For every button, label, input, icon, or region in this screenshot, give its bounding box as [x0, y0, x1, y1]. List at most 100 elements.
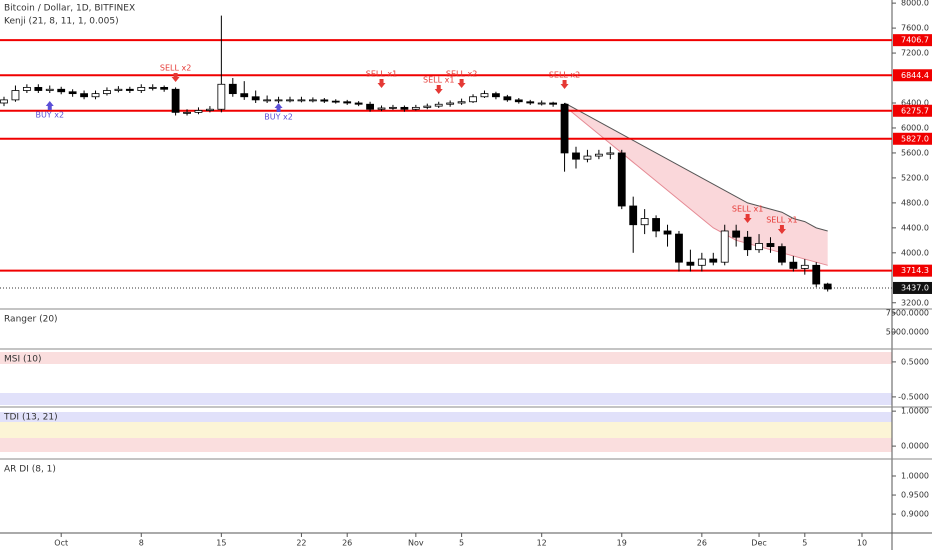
candle-body [308, 99, 317, 102]
candle-body [709, 258, 718, 263]
candle-body [686, 261, 695, 266]
candle-body [640, 218, 649, 226]
x-tick-label: 26 [342, 539, 352, 548]
candle-body [720, 230, 729, 263]
level-label-box [893, 69, 932, 82]
candle-body [286, 99, 294, 102]
candle-body [480, 93, 489, 98]
y-tick-label: 5600.0 [901, 148, 929, 157]
candle-body [183, 111, 191, 114]
tdi-lower-band [0, 438, 892, 452]
level-label: 5827.0 [901, 134, 929, 143]
level-label-box [893, 264, 932, 277]
msi-lower-band [0, 393, 892, 405]
candle-body [297, 99, 306, 102]
y-tick-label: 4000.0 [901, 248, 929, 257]
candle-body [137, 86, 146, 91]
candle-body [251, 96, 260, 101]
cloud-area [564, 103, 828, 266]
candle-body [514, 99, 523, 103]
y-tick-label: 4800.0 [901, 198, 929, 207]
candle-body [446, 102, 455, 105]
y-tick-label: 7600.0 [901, 24, 929, 33]
candle-body [583, 155, 592, 160]
candle-body [766, 243, 775, 247]
signal-label: SELL x2 [446, 69, 477, 78]
signal-label: BUY x2 [264, 112, 293, 121]
indicator-label: Kenji (21, 8, 11, 1, 0.005) [4, 17, 119, 27]
candle-body [434, 103, 443, 107]
candle-body [160, 86, 169, 90]
candle-body [240, 93, 249, 98]
candle-body [800, 264, 809, 269]
x-tick-label: 8 [139, 539, 144, 548]
pane-title: MSI (10) [4, 355, 41, 365]
y-tick-label: 1.0000 [901, 472, 929, 481]
y-tick-label: 4400.0 [901, 223, 929, 232]
x-tick-label: Dec [751, 539, 766, 548]
x-tick-label: 15 [216, 539, 226, 548]
signal-label: SELL x2 [549, 71, 580, 80]
candle-body [560, 103, 569, 154]
y-tick-label: 0.0000 [901, 442, 929, 451]
candle-body [274, 99, 283, 102]
last-price-label: 3437.0 [901, 283, 929, 292]
signal-label: SELL x2 [160, 64, 191, 73]
candle-body [80, 93, 88, 98]
candle-body [732, 230, 741, 238]
candle-body [492, 93, 500, 98]
candle-body [206, 108, 214, 111]
signal-label: SELL x1 [732, 204, 763, 213]
x-tick-label: 5 [802, 539, 807, 548]
candle-body [629, 205, 638, 226]
level-label: 3714.3 [901, 266, 929, 275]
cloud-upper-line [564, 102, 828, 232]
candle-body [389, 106, 397, 109]
chart-title: Bitcoin / Dollar, 1D, BITFINEX [4, 4, 135, 14]
candle-body [194, 110, 203, 113]
y-tick-label: 6000.0 [901, 123, 929, 132]
y-tick-label: 3200.0 [901, 298, 929, 307]
signal-arrow [743, 213, 752, 223]
candle-body [263, 99, 272, 102]
candle-body [423, 105, 432, 108]
candle-body [45, 88, 54, 91]
candle-body [411, 106, 420, 110]
candle-body [503, 96, 512, 101]
candle-body [675, 233, 683, 263]
x-tick-label: 19 [617, 539, 627, 548]
candle-body [652, 218, 660, 232]
y-tick-label: 0.9000 [901, 510, 929, 519]
signal-label: SELL x1 [766, 215, 797, 224]
pane-title: AR DI (8, 1) [4, 465, 56, 475]
candle-body [22, 86, 31, 91]
candle-body [217, 83, 226, 110]
candle-body [354, 102, 363, 105]
candle-body [812, 264, 821, 285]
candle-body [537, 102, 546, 105]
candle-body [91, 93, 100, 98]
x-tick-label: 22 [296, 539, 306, 548]
candle-body [320, 99, 329, 102]
last-price-box [893, 281, 932, 294]
candle-body [228, 83, 237, 95]
x-tick-label: Nov [408, 539, 424, 548]
candle-body [148, 86, 157, 89]
candle-body [343, 101, 352, 104]
signal-label: SELL x1 [423, 76, 454, 85]
level-label: 6844.4 [901, 71, 929, 80]
candle-body [11, 90, 20, 101]
candle-body [743, 236, 752, 251]
candle-body [68, 91, 77, 95]
y-tick-label: 5200.0 [901, 173, 929, 182]
candle-body [594, 153, 603, 157]
level-label-box [893, 104, 932, 117]
candle-body [789, 261, 798, 269]
candle-body [606, 152, 615, 155]
candle-body [400, 106, 409, 110]
x-tick-label: 12 [537, 539, 547, 548]
candle-body [377, 107, 386, 110]
candle-body [526, 101, 535, 104]
y-tick-label: 1.0000 [901, 407, 929, 416]
